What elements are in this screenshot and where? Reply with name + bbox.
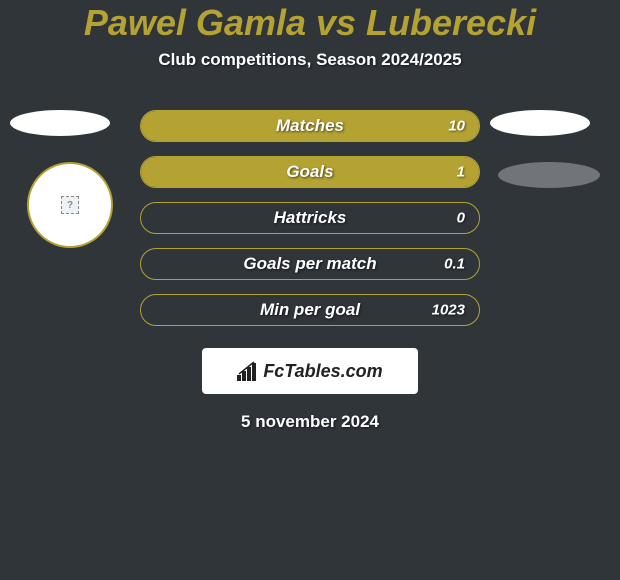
stat-value: 10 — [448, 118, 465, 135]
stat-value: 0.1 — [444, 256, 465, 273]
player-avatar-placeholder: ? — [27, 162, 113, 248]
stat-row: Min per goal 1023 — [140, 294, 480, 326]
stats-bars: Matches 10 Goals 1 Hattricks 0 Goals per match… — [140, 110, 480, 326]
content-root: Pawel Gamla vs Luberecki Club competitio… — [0, 0, 620, 432]
stat-label: Hattricks — [274, 208, 347, 228]
decorative-ellipse-top-right — [490, 110, 590, 136]
stat-row: Hattricks 0 — [140, 202, 480, 234]
page-title: Pawel Gamla vs Luberecki — [0, 2, 620, 44]
stat-value: 1023 — [432, 302, 465, 319]
image-placeholder-icon: ? — [61, 196, 79, 214]
stat-label: Min per goal — [260, 300, 360, 320]
stat-label: Goals — [286, 162, 333, 182]
stat-row: Matches 10 — [140, 110, 480, 142]
decorative-ellipse-top-left — [10, 110, 110, 136]
stats-area: ? Matches 10 Goals 1 Hattricks 0 Goals per mat… — [0, 110, 620, 432]
stat-label: Matches — [276, 116, 344, 136]
brand-text: FcTables.com — [263, 361, 382, 382]
stat-value: 0 — [457, 210, 465, 227]
decorative-ellipse-mid-right — [498, 162, 600, 188]
stat-row: Goals per match 0.1 — [140, 248, 480, 280]
stat-label: Goals per match — [243, 254, 376, 274]
stat-value: 1 — [457, 164, 465, 181]
brand-box[interactable]: FcTables.com — [202, 348, 418, 394]
subtitle: Club competitions, Season 2024/2025 — [0, 50, 620, 70]
date-text: 5 november 2024 — [0, 412, 620, 432]
bars-chart-icon — [237, 361, 259, 381]
stat-row: Goals 1 — [140, 156, 480, 188]
